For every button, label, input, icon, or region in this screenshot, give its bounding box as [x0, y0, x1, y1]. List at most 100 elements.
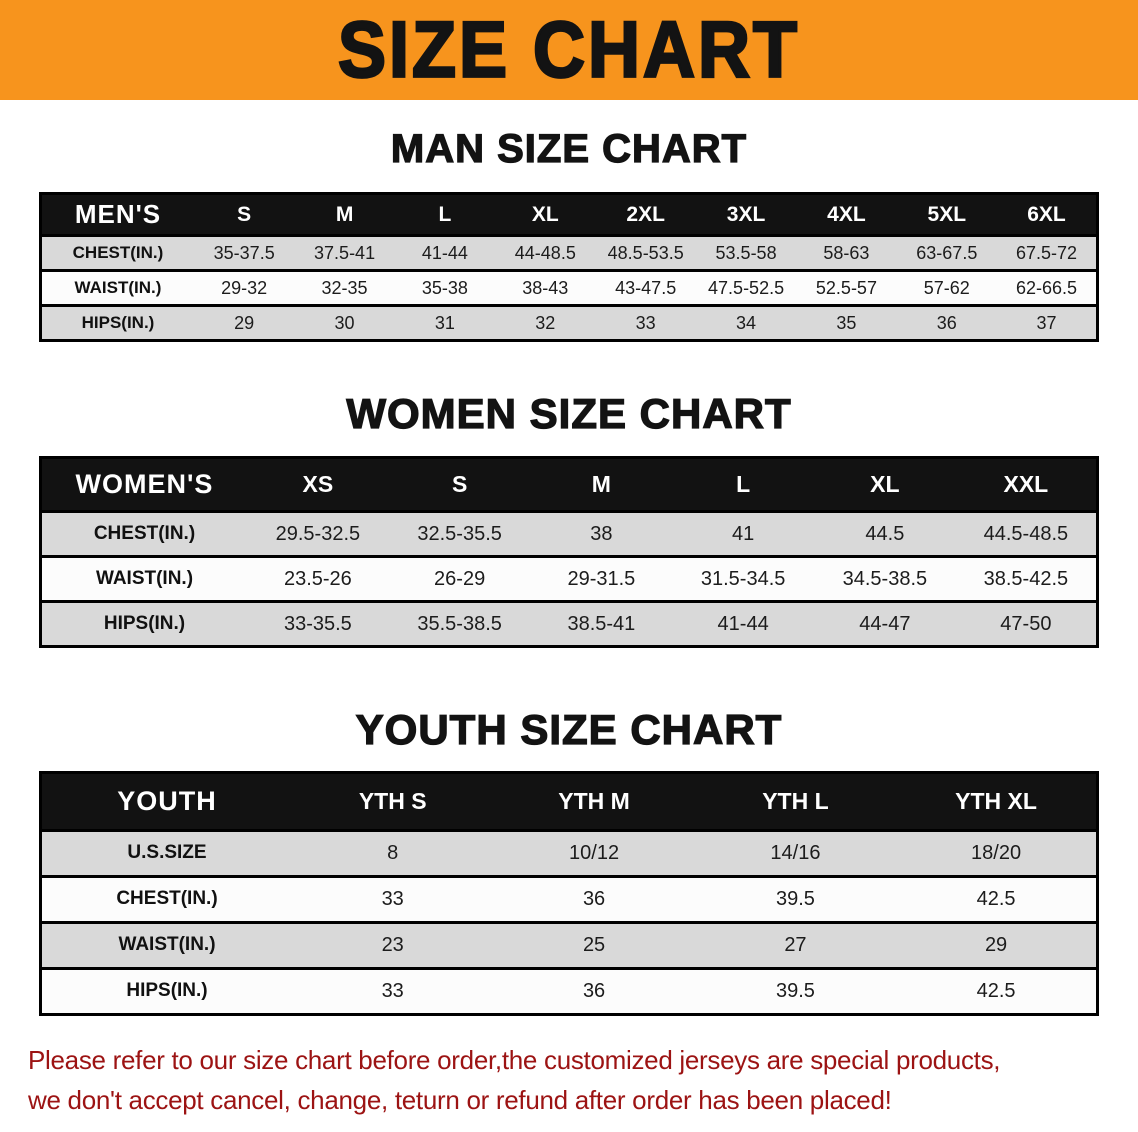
- size-header-cell: M: [335, 202, 354, 226]
- value-cell: 41-44: [717, 612, 769, 635]
- value-cell: 42.5: [976, 979, 1016, 1002]
- value-cell: 32: [535, 312, 556, 333]
- value-cell: 23: [381, 933, 404, 956]
- value-cell: 44.5: [865, 522, 905, 545]
- value-cell: 14/16: [770, 841, 821, 864]
- value-cell: 34: [736, 312, 757, 333]
- value-cell: 34.5-38.5: [842, 567, 928, 590]
- table-row: CHEST(IN.) 35-37.5 37.5-41 41-44 44-48.5 48.5…: [40, 235, 1098, 271]
- value-cell: 47.5-52.5: [708, 277, 785, 298]
- value-cell: 31.5-34.5: [700, 567, 786, 590]
- table-header-row: MEN'S S M L XL 2XL 3XL 4XL 5XL 6XL: [40, 193, 1098, 236]
- table-row: HIPS(IN.) 33 36 39.5 42.5: [40, 968, 1098, 1015]
- table-row: CHEST(IN.) 29.5-32.5 32.5-35.5 38 41 44.5 44.5…: [40, 511, 1098, 557]
- value-cell: 44.5-48.5: [983, 522, 1069, 545]
- size-header-cell: YTH XL: [955, 787, 1037, 814]
- row-label-cell: CHEST(IN.): [116, 888, 218, 910]
- value-cell: 35.5-38.5: [417, 612, 502, 635]
- size-header-cell: XL: [531, 202, 559, 226]
- size-header-cell: 3XL: [726, 202, 766, 226]
- row-label-cell: CHEST(IN.): [93, 523, 196, 545]
- size-header-cell: 2XL: [626, 202, 665, 226]
- value-cell: 62-66.5: [1015, 277, 1078, 298]
- size-header-cell: 5XL: [927, 202, 967, 226]
- size-header-cell: L: [736, 471, 751, 498]
- value-cell: 44-48.5: [514, 242, 576, 263]
- size-header-cell: M: [591, 471, 611, 498]
- table-title-cell: WOMEN'S: [75, 469, 214, 500]
- size-header-cell: XS: [302, 471, 334, 498]
- value-cell: 39.5: [775, 979, 815, 1002]
- value-cell: 48.5-53.5: [607, 242, 684, 263]
- disclaimer: Please refer to our size chart before or…: [28, 1040, 1110, 1120]
- value-cell: 33-35.5: [283, 612, 352, 635]
- value-cell: 36: [582, 887, 606, 910]
- value-cell: 31: [434, 312, 455, 333]
- table-row: WAIST(IN.) 29-32 32-35 35-38 38-43 43-47.5 47.…: [40, 270, 1098, 306]
- man-size-chart-section: MAN SIZE CHART MEN'S S M L XL 2XL 3XL 4XL 5XL 6XL…: [0, 126, 1138, 342]
- table-row: U.S.SIZE 8 10/12 14/16 18/20: [40, 830, 1098, 877]
- disclaimer-line-1: Please refer to our size chart before or…: [28, 1044, 1001, 1075]
- row-label-cell: U.S.SIZE: [127, 842, 207, 864]
- size-header-cell: YTH M: [558, 787, 630, 814]
- value-cell: 38.5-42.5: [983, 567, 1069, 590]
- size-header-cell: S: [237, 202, 252, 226]
- size-header-cell: S: [451, 471, 468, 498]
- value-cell: 37.5-41: [314, 242, 376, 263]
- value-cell: 10/12: [569, 841, 620, 864]
- table-header-row: WOMEN'S XS S M L XL XXL: [40, 457, 1098, 512]
- value-cell: 32-35: [321, 277, 368, 298]
- row-label-cell: HIPS(IN.): [103, 613, 186, 635]
- youth-size-chart-heading: YOUTH SIZE CHART: [355, 706, 783, 754]
- value-cell: 43-47.5: [615, 277, 677, 298]
- value-cell: 38: [590, 522, 613, 545]
- value-cell: 38-43: [522, 277, 569, 298]
- value-cell: 47-50: [1000, 612, 1052, 635]
- size-header-cell: XXL: [1003, 471, 1049, 498]
- value-cell: 29-32: [221, 277, 268, 298]
- value-cell: 44-47: [859, 612, 911, 635]
- value-cell: 23.5-26: [283, 567, 352, 590]
- value-cell: 37: [1036, 312, 1057, 333]
- row-label-cell: WAIST(IN.): [74, 278, 162, 297]
- value-cell: 33: [381, 979, 404, 1002]
- value-cell: 53.5-58: [715, 242, 777, 263]
- disclaimer-line-2: we don't accept cancel, change, teturn o…: [28, 1084, 892, 1115]
- size-header-cell: L: [438, 202, 452, 226]
- value-cell: 26-29: [434, 567, 486, 590]
- value-cell: 27: [784, 933, 807, 956]
- page-title: SIZE CHART: [337, 5, 800, 94]
- banner: SIZE CHART: [0, 0, 1138, 100]
- value-cell: 8: [387, 841, 399, 864]
- size-header-cell: 4XL: [827, 202, 866, 226]
- youth-size-table: YOUTH YTH S YTH M YTH L YTH XL U.S.SIZE 8 10/12…: [39, 770, 1099, 1016]
- youth-size-chart-section: YOUTH SIZE CHART YOUTH YTH S YTH M YTH L YTH…: [0, 706, 1138, 1016]
- row-label-cell: WAIST(IN.): [95, 568, 194, 590]
- women-size-chart-heading: WOMEN SIZE CHART: [346, 389, 792, 437]
- value-cell: 29-31.5: [567, 567, 636, 590]
- value-cell: 36: [582, 979, 606, 1002]
- table-row: WAIST(IN.) 23 25 27 29: [40, 922, 1098, 969]
- value-cell: 58-63: [823, 242, 870, 263]
- value-cell: 41-44: [421, 242, 468, 263]
- value-cell: 67.5-72: [1015, 242, 1078, 263]
- value-cell: 30: [334, 312, 355, 333]
- value-cell: 29: [234, 312, 255, 333]
- value-cell: 57-62: [923, 277, 970, 298]
- table-row: HIPS(IN.) 29 30 31 32 33 34 35 36 37: [40, 305, 1098, 341]
- value-cell: 35-38: [421, 277, 468, 298]
- row-label-cell: HIPS(IN.): [81, 313, 155, 332]
- value-cell: 63-67.5: [916, 242, 978, 263]
- value-cell: 18/20: [971, 841, 1022, 864]
- value-cell: 33: [381, 887, 404, 910]
- row-label-cell: CHEST(IN.): [72, 243, 164, 262]
- value-cell: 29: [984, 933, 1008, 956]
- table-row: CHEST(IN.) 33 36 39.5 42.5: [40, 876, 1098, 923]
- size-header-cell: YTH S: [358, 787, 427, 814]
- row-label-cell: WAIST(IN.): [118, 934, 216, 956]
- value-cell: 38.5-41: [567, 612, 636, 635]
- row-label-cell: HIPS(IN.): [126, 980, 208, 1002]
- value-cell: 39.5: [775, 887, 815, 910]
- value-cell: 35-37.5: [213, 242, 275, 263]
